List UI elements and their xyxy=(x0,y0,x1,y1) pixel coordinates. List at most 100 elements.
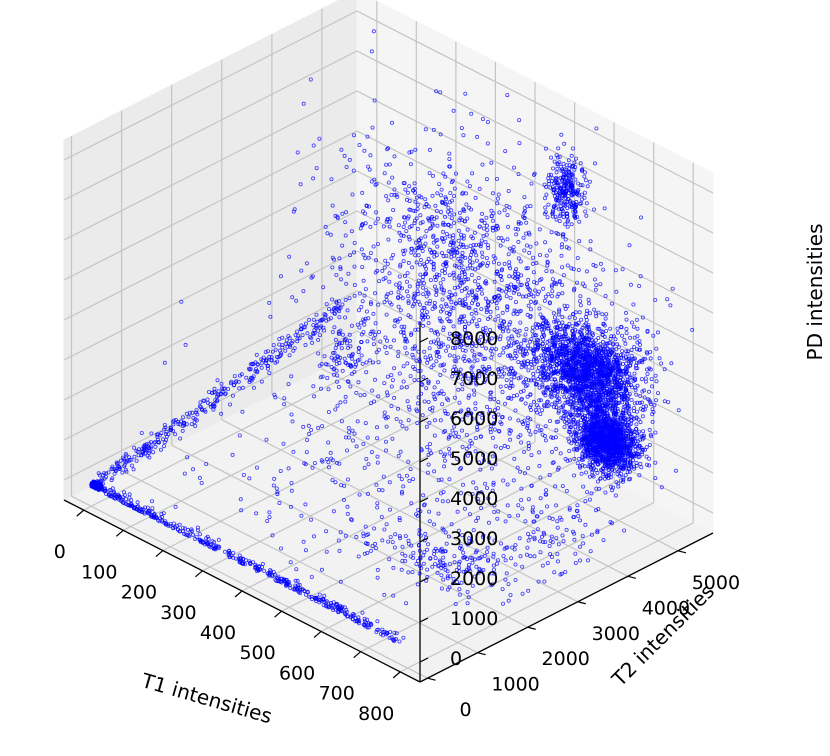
z-gridline xyxy=(63,90,358,241)
scatter-point xyxy=(633,387,638,392)
scatter-point xyxy=(376,360,381,365)
scatter-point xyxy=(549,330,554,335)
scatter-point xyxy=(563,390,568,395)
scatter-point xyxy=(568,359,573,364)
scatter-point xyxy=(551,404,556,409)
scatter-point xyxy=(620,400,625,405)
scatter-point xyxy=(536,376,541,381)
scatter-point xyxy=(600,332,605,337)
scatter-point xyxy=(463,191,468,196)
scatter-point xyxy=(526,303,531,308)
scatter-point xyxy=(490,218,495,223)
scatter-point xyxy=(385,147,390,152)
scatter-point xyxy=(366,164,371,169)
scatter-point xyxy=(588,311,593,316)
scatter-point xyxy=(625,400,630,405)
z-gridline xyxy=(63,50,358,201)
scatter-point xyxy=(576,329,581,334)
scatter-point xyxy=(584,351,589,356)
scatter-point xyxy=(538,252,543,257)
scatter-point xyxy=(624,326,629,331)
scatter-point xyxy=(586,377,591,382)
scatter-point xyxy=(418,213,423,218)
scatter-point xyxy=(396,304,401,309)
scatter-point xyxy=(347,338,352,343)
scatter-point xyxy=(617,368,622,373)
scatter-point xyxy=(409,250,414,255)
scatter-point xyxy=(595,365,600,370)
scatter-point xyxy=(633,376,638,381)
scatter-point xyxy=(613,337,618,342)
scatter-point xyxy=(569,338,574,343)
scatter-point xyxy=(629,347,634,352)
scatter-point xyxy=(517,345,522,350)
scatter-point xyxy=(375,242,380,247)
scatter-point xyxy=(639,377,644,382)
scatter-point xyxy=(347,332,352,337)
scatter-point xyxy=(570,357,575,362)
scatter-point xyxy=(556,410,561,415)
scatter-point xyxy=(594,346,599,351)
scatter-point xyxy=(382,171,387,176)
scatter-point xyxy=(587,329,592,334)
scatter-point xyxy=(540,384,545,389)
scatter-point xyxy=(466,277,471,282)
scatter-point xyxy=(641,408,646,413)
scatter-point xyxy=(349,371,354,376)
scatter-point xyxy=(349,354,354,359)
scatter-point xyxy=(572,316,577,321)
scatter-point xyxy=(585,365,590,370)
scatter-point xyxy=(613,493,618,498)
scatter-point xyxy=(624,317,629,322)
scatter-point xyxy=(627,391,632,396)
scatter-point xyxy=(628,360,633,365)
scatter-point xyxy=(396,223,401,228)
scatter-point xyxy=(640,414,645,419)
scatter-point xyxy=(581,374,586,379)
scatter-point xyxy=(616,372,621,377)
scatter-point xyxy=(604,341,609,346)
scatter-point xyxy=(632,344,637,349)
scatter-point xyxy=(333,337,338,342)
gridlines xyxy=(63,1,714,679)
scatter-point xyxy=(560,390,565,395)
scatter-point xyxy=(622,337,627,342)
scatter-point xyxy=(357,357,362,362)
scatter-point xyxy=(645,367,650,372)
scatter-point xyxy=(329,355,334,360)
scatter-point xyxy=(579,402,584,407)
scatter-point xyxy=(406,214,411,219)
scatter-point xyxy=(330,329,335,334)
scatter-point xyxy=(654,379,659,384)
scatter-point xyxy=(513,348,518,353)
scatter-point xyxy=(558,327,563,332)
scatter-point xyxy=(624,369,629,374)
scatter-point xyxy=(462,269,467,274)
scatter-point xyxy=(629,375,634,380)
scatter-point xyxy=(360,361,365,366)
scatter-point xyxy=(571,355,576,360)
scatter-point xyxy=(644,404,649,409)
scatter-point xyxy=(595,370,600,375)
scatter-point xyxy=(336,357,341,362)
scatter-point xyxy=(611,342,616,347)
scatter-point xyxy=(565,372,570,377)
scatter-point xyxy=(604,352,609,357)
scatter-point xyxy=(606,358,611,363)
scatter-point xyxy=(413,208,418,213)
scatter-point xyxy=(621,356,626,361)
scatter-point xyxy=(578,347,583,352)
scatter-point xyxy=(622,393,627,398)
scatter-point xyxy=(616,345,621,350)
scatter-point xyxy=(619,324,624,329)
scatter-point xyxy=(565,351,570,356)
scatter-point xyxy=(389,256,394,261)
scatter-point xyxy=(614,347,619,352)
scatter-point xyxy=(340,332,345,337)
scatter-point xyxy=(596,335,601,340)
scatter-point xyxy=(578,360,583,365)
scatter-point xyxy=(456,228,461,233)
scatter-point xyxy=(653,373,658,378)
scatter-point xyxy=(610,394,615,399)
scatter-point xyxy=(588,353,593,358)
